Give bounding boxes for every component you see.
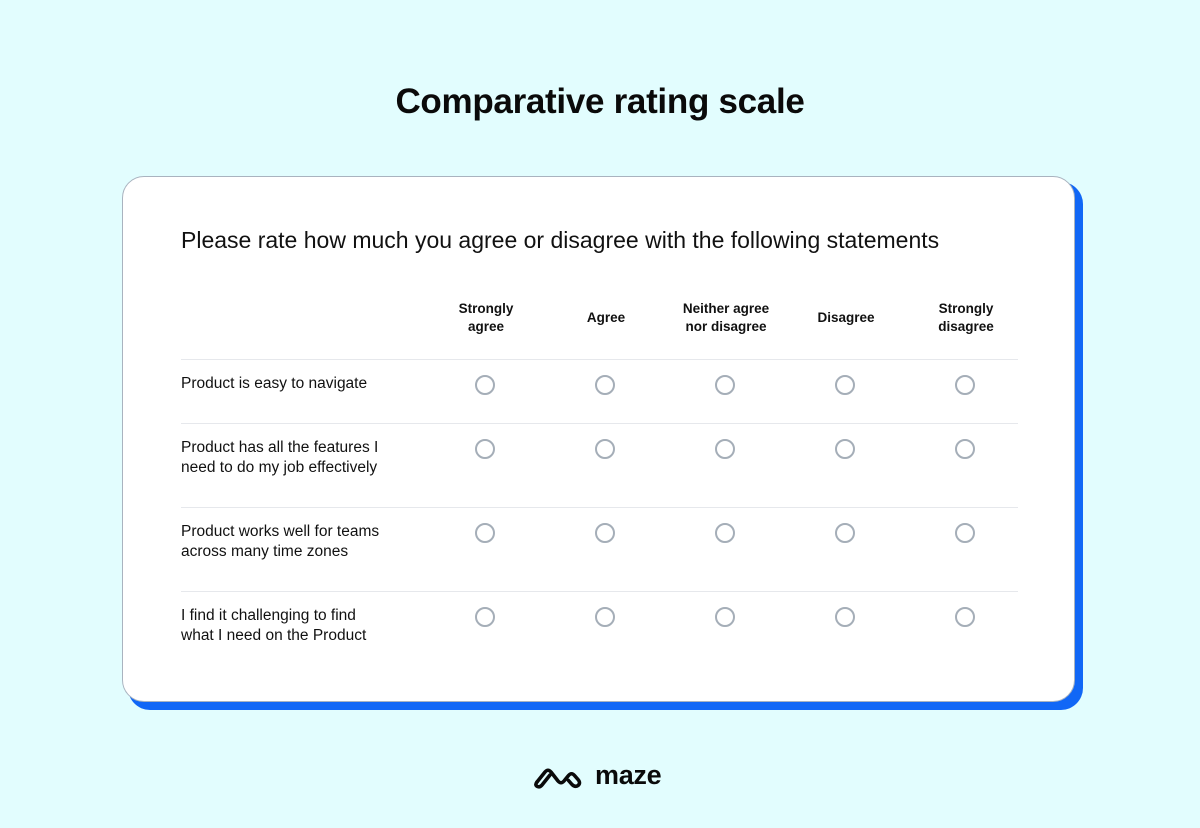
- radio-neither[interactable]: [715, 523, 735, 543]
- brand-logo: maze: [534, 759, 662, 790]
- radio-disagree[interactable]: [835, 375, 855, 395]
- column-header-strongly-agree: Strongly agree: [458, 301, 514, 334]
- radio-agree[interactable]: [595, 375, 615, 395]
- row-divider: [181, 507, 1018, 508]
- question-text: Please rate how much you agree or disagr…: [181, 227, 940, 253]
- radio-neither[interactable]: [715, 375, 735, 395]
- column-header-disagree: Disagree: [817, 310, 875, 325]
- column-header-agree: Agree: [586, 310, 626, 325]
- radio-agree[interactable]: [595, 523, 615, 543]
- radio-disagree[interactable]: [835, 439, 855, 459]
- column-header-strongly-disagree: Strongly disagree: [938, 301, 994, 334]
- row-divider: [181, 423, 1018, 424]
- radio-agree[interactable]: [595, 607, 615, 627]
- radio-strongly-agree[interactable]: [475, 607, 495, 627]
- radio-strongly-disagree[interactable]: [955, 523, 975, 543]
- radio-disagree[interactable]: [835, 523, 855, 543]
- radio-strongly-disagree[interactable]: [955, 439, 975, 459]
- radio-strongly-agree[interactable]: [475, 523, 495, 543]
- column-header-neither: Neither agree nor disagree: [682, 301, 770, 334]
- row-statement-label: Product is easy to navigate: [181, 375, 368, 392]
- survey-card: Please rate how much you agree or disagr…: [122, 176, 1075, 702]
- radio-agree[interactable]: [595, 439, 615, 459]
- radio-disagree[interactable]: [835, 607, 855, 627]
- page-title: Comparative rating scale: [395, 82, 805, 121]
- radio-neither[interactable]: [715, 439, 735, 459]
- row-divider: [181, 591, 1018, 592]
- row-statement-label: Product works well for teams across many…: [181, 523, 380, 560]
- brand-name: maze: [595, 759, 662, 790]
- row-statement-label: Product has all the features I need to d…: [181, 439, 379, 476]
- radio-strongly-disagree[interactable]: [955, 607, 975, 627]
- row-divider: [181, 359, 1018, 360]
- radio-strongly-disagree[interactable]: [955, 375, 975, 395]
- radio-strongly-agree[interactable]: [475, 375, 495, 395]
- row-statement-label: I find it challenging to find what I nee…: [181, 607, 367, 644]
- radio-strongly-agree[interactable]: [475, 439, 495, 459]
- radio-neither[interactable]: [715, 607, 735, 627]
- maze-logo-icon: [534, 768, 582, 789]
